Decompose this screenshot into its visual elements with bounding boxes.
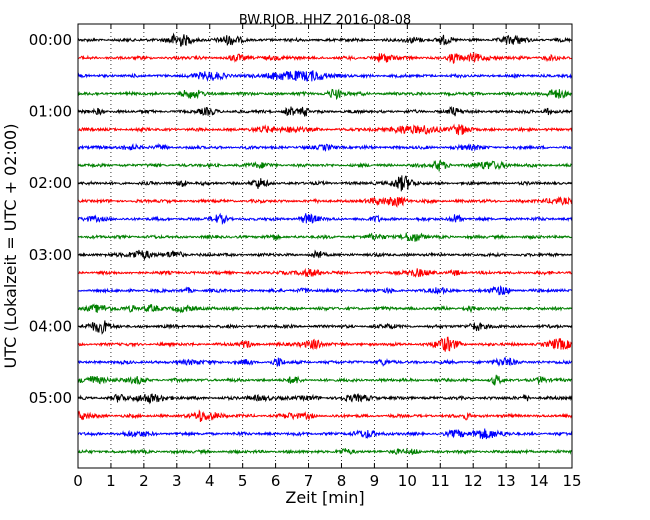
trace-line — [77, 88, 573, 101]
x-tick-label: 2 — [139, 472, 149, 490]
trace-line — [77, 105, 573, 117]
trace-line — [77, 447, 573, 456]
trace-line — [77, 51, 573, 65]
trace-line — [77, 409, 573, 423]
x-tick-label: 14 — [530, 472, 549, 490]
trace-line — [77, 70, 573, 82]
y-tick-label: 04:00 — [29, 317, 72, 335]
y-tick-label: 00:00 — [29, 31, 72, 49]
trace-line — [77, 232, 573, 242]
x-tick-label: 0 — [73, 472, 83, 490]
x-tick-label: 6 — [271, 472, 281, 490]
trace-line — [77, 267, 573, 278]
grid-lines — [110, 24, 540, 468]
x-tick-label: 15 — [562, 472, 581, 490]
trace-line — [77, 175, 573, 192]
y-axis-label: UTC (Lokalzeit = UTC + 02:00) — [1, 124, 20, 369]
trace-line — [77, 320, 573, 335]
x-tick-label: 9 — [370, 472, 380, 490]
trace-line — [77, 249, 573, 261]
trace-line — [77, 428, 573, 440]
trace-line — [77, 303, 573, 314]
trace-line — [77, 158, 573, 172]
trace-line — [77, 196, 573, 208]
y-tick-label: 02:00 — [29, 174, 72, 192]
plot-frame — [77, 23, 573, 469]
x-tick-label: 13 — [497, 472, 516, 490]
y-tick-label: 05:00 — [29, 389, 72, 407]
trace-line — [77, 212, 573, 225]
x-tick-label: 10 — [398, 472, 417, 490]
trace-line — [77, 123, 573, 136]
chart-title: BW.RJOB..HHZ 2016-08-08 — [239, 13, 411, 28]
x-tick-label: 7 — [304, 472, 314, 490]
x-tick-label: 1 — [106, 472, 116, 490]
trace-line — [77, 392, 573, 405]
y-tick-label: 03:00 — [29, 246, 72, 264]
trace-line — [77, 356, 573, 368]
x-axis-label: Zeit [min] — [285, 488, 364, 507]
y-axis-ticks: 00:00 01:00 02:00 03:00 04:00 05:00 — [29, 31, 572, 407]
x-tick-label: 5 — [238, 472, 248, 490]
x-axis-ticks: 0 1 2 3 4 5 6 7 8 9 10 11 12 13 14 15 — [73, 24, 582, 490]
x-tick-label: 11 — [431, 472, 450, 490]
x-tick-label: 12 — [464, 472, 483, 490]
trace-line — [77, 285, 573, 296]
trace-line — [77, 32, 573, 47]
trace-line — [77, 142, 573, 152]
x-tick-label: 8 — [337, 472, 347, 490]
y-tick-label: 01:00 — [29, 103, 72, 121]
trace-line — [77, 336, 573, 352]
x-tick-label: 4 — [205, 472, 215, 490]
seismic-traces — [77, 32, 573, 456]
x-tick-label: 3 — [172, 472, 182, 490]
trace-line — [77, 374, 573, 386]
